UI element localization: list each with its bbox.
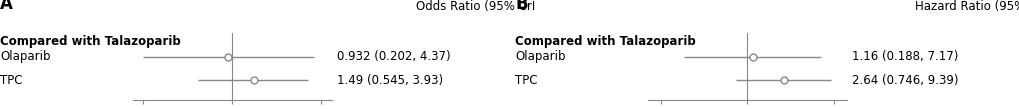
Text: 0.932 (0.202, 4.37): 0.932 (0.202, 4.37) (336, 50, 449, 63)
Text: 2.64 (0.746, 9.39): 2.64 (0.746, 9.39) (851, 74, 957, 87)
Text: TPC: TPC (0, 74, 22, 87)
Text: B: B (515, 0, 527, 13)
Text: TPC: TPC (515, 74, 537, 87)
Text: 1.16 (0.188, 7.17): 1.16 (0.188, 7.17) (851, 50, 957, 63)
Text: Odds Ratio (95% CrI: Odds Ratio (95% CrI (416, 0, 535, 13)
Text: 1.49 (0.545, 3.93): 1.49 (0.545, 3.93) (336, 74, 442, 87)
Text: Olaparib: Olaparib (515, 50, 566, 63)
Text: A: A (0, 0, 13, 13)
Text: Compared with Talazoparib: Compared with Talazoparib (515, 35, 695, 48)
Text: Olaparib: Olaparib (0, 50, 51, 63)
Text: Compared with Talazoparib: Compared with Talazoparib (0, 35, 180, 48)
Text: Hazard Ratio (95% CrI): Hazard Ratio (95% CrI) (914, 0, 1019, 13)
